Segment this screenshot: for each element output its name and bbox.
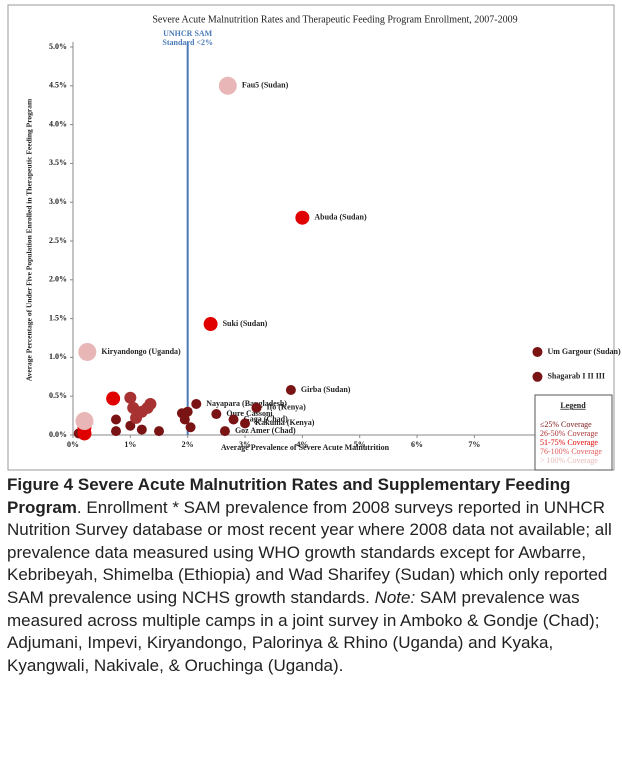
legend-entry: 76-100% Coverage xyxy=(540,447,602,456)
point-label: Girba (Sudan) xyxy=(301,385,351,394)
point-label: Kiryandongo (Uganda) xyxy=(101,347,181,356)
point xyxy=(106,391,121,406)
point xyxy=(124,391,137,404)
y-tick-label: 4.5% xyxy=(49,81,67,90)
point xyxy=(144,397,157,410)
y-tick-label: 1.5% xyxy=(49,313,67,322)
point xyxy=(211,409,222,420)
point xyxy=(111,414,122,425)
point xyxy=(182,406,193,417)
chart: Severe Acute Malnutrition Rates and Ther… xyxy=(7,4,621,471)
y-tick-label: 2.0% xyxy=(49,275,67,284)
point xyxy=(154,426,165,437)
caption-note-label: Note: xyxy=(374,587,416,607)
point-label: Fau5 (Sudan) xyxy=(242,81,289,90)
point xyxy=(219,426,230,437)
x-tick-label: 4% xyxy=(296,440,308,449)
point-label: Goz Amer (Chad) xyxy=(235,426,296,435)
caption-text: . Enrollment * SAM prevalence from 2008 … xyxy=(7,497,612,607)
chart-frame xyxy=(7,4,615,471)
point-label: Um Gargour (Sudan) xyxy=(547,347,621,356)
x-tick-label: 1% xyxy=(124,440,136,449)
point xyxy=(295,210,310,225)
reference-label: Standard <2% xyxy=(162,38,213,47)
legend-entry: 26-50% Coverage xyxy=(540,429,598,438)
point-label: Kakuma (Kenya) xyxy=(255,418,315,427)
y-tick-label: 2.5% xyxy=(49,236,67,245)
point xyxy=(203,317,218,332)
point-label: Ifo (Kenya) xyxy=(266,403,306,412)
x-tick-label: 7% xyxy=(468,440,480,449)
point xyxy=(75,412,94,431)
point xyxy=(218,76,237,95)
y-axis-title: Average Percentage of Under Five Populat… xyxy=(25,98,34,381)
y-tick-label: 1.0% xyxy=(49,352,67,361)
y-tick-label: 0.5% xyxy=(49,391,67,400)
x-tick-label: 5% xyxy=(354,440,366,449)
chart-title: Severe Acute Malnutrition Rates and Ther… xyxy=(152,14,517,25)
point-label: Abuda (Sudan) xyxy=(314,213,367,222)
legend-entry: 51-75% Coverage xyxy=(540,438,598,447)
point xyxy=(532,346,543,357)
point-label: Gaga (Chad) xyxy=(244,414,289,423)
point xyxy=(78,342,97,361)
x-tick-label: 2% xyxy=(182,440,194,449)
point xyxy=(185,422,196,433)
point xyxy=(228,414,239,425)
point xyxy=(532,371,543,382)
y-tick-label: 5.0% xyxy=(49,42,67,51)
x-axis-title: Average Prevalence of Severe Acute Malnu… xyxy=(221,443,390,452)
point xyxy=(285,384,296,395)
x-tick-label: 0% xyxy=(67,440,79,449)
legend-title: Legend xyxy=(560,401,586,410)
caption-label: Figure 4 xyxy=(7,475,74,494)
point-label: Nayapara (Bangladesh) xyxy=(206,399,287,408)
y-tick-label: 0.0% xyxy=(49,430,67,439)
y-tick-label: 4.0% xyxy=(49,119,67,128)
legend-entry: ≤25% Coverage xyxy=(540,420,592,429)
caption-note: SAM prevalence was measured across multi… xyxy=(7,587,600,675)
reference-label: UNHCR SAM xyxy=(163,29,213,38)
y-tick-label: 3.5% xyxy=(49,158,67,167)
point xyxy=(240,418,251,429)
point xyxy=(111,426,122,437)
legend-entry: > 100% Coverage xyxy=(540,456,598,465)
y-tick-label: 3.0% xyxy=(49,197,67,206)
point-label: Shagarab I II III xyxy=(547,372,605,381)
x-tick-label: 3% xyxy=(239,440,251,449)
point xyxy=(125,420,136,431)
point xyxy=(191,398,202,409)
figure-caption: Figure 4 Severe Acute Malnutrition Rates… xyxy=(7,474,615,677)
x-tick-label: 6% xyxy=(411,440,423,449)
point xyxy=(251,402,262,413)
point-label: Oure Cassoni xyxy=(226,409,273,418)
point xyxy=(77,426,92,441)
legend-box xyxy=(534,394,613,471)
point-label: Suki (Sudan) xyxy=(223,319,268,328)
point xyxy=(179,414,190,425)
point xyxy=(136,424,147,435)
caption-title: Severe Acute Malnutrition Rates and Supp… xyxy=(7,475,571,517)
